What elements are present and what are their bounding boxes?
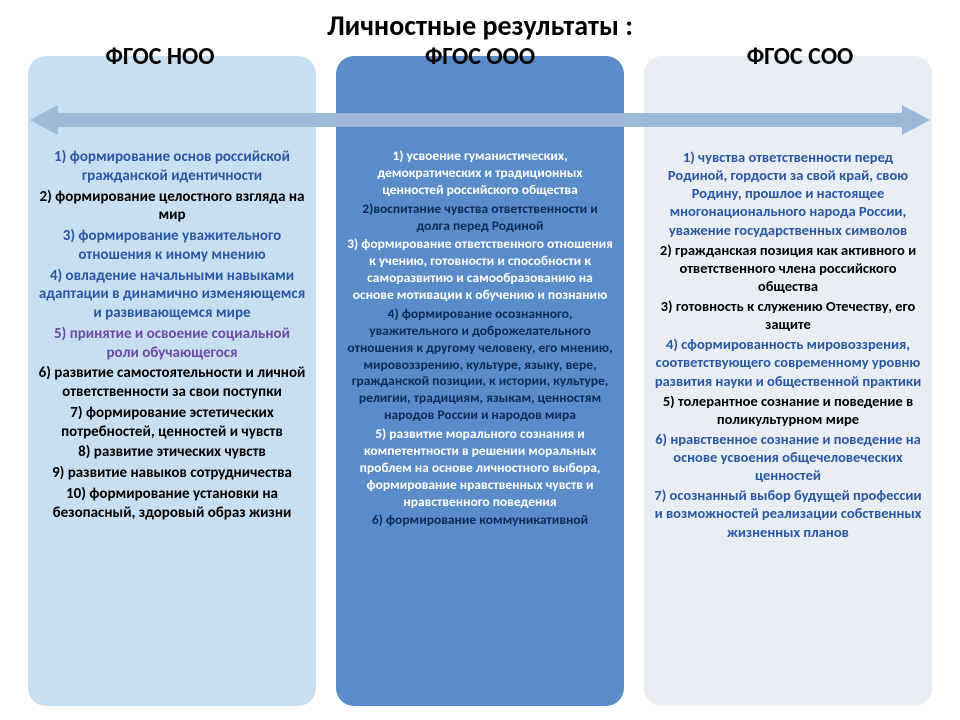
column-soo: 1) чувства ответственности перед Родиной… (644, 56, 932, 706)
header-ooo: ФГОС ООО (320, 44, 640, 70)
list-item: 1) усвоение гуманистических, демократиче… (346, 148, 614, 199)
list-item: 8) развитие этических чувств (38, 443, 306, 462)
list-item: 4) овладение начальными навыками адаптац… (38, 267, 306, 323)
list-item: 5) развитие морального сознания и компет… (346, 426, 614, 510)
list-item: 4) сформированность мировоззрения, соотв… (654, 335, 922, 389)
list-item: 6) развитие самостоятельности и личной о… (38, 364, 306, 402)
list-item: 7) формирование эстетических потребносте… (38, 404, 306, 442)
header-soo: ФГОС СОО (640, 44, 960, 70)
list-item: 4) формирование осознанного, уважительно… (346, 306, 614, 424)
list-item: 7) осознанный выбор будущей профессии и … (654, 486, 922, 540)
list-item: 1) формирование основ российской граждан… (38, 148, 306, 186)
list-item: 6) формирование коммуникативной (346, 512, 614, 529)
list-item: 5) принятие и освоение социальной роли о… (38, 325, 306, 363)
list-item: 3) формирование ответственного отношения… (346, 236, 614, 304)
column-headers: ФГОС НОО ФГОС ООО ФГОС СОО (0, 44, 960, 70)
list-item: 2)воспитание чувства ответственности и д… (346, 201, 614, 235)
double-arrow-icon (30, 105, 930, 135)
list-item: 3) готовность к служению Отечеству, его … (654, 297, 922, 333)
list-item: 9) развитие навыков сотрудничества (38, 464, 306, 483)
columns-container: 1) формирование основ российской граждан… (28, 56, 932, 706)
column-noo: 1) формирование основ российской граждан… (28, 56, 316, 706)
page-title: Личностные результаты : (0, 0, 960, 43)
list-item: 2) гражданская позиция как активного и о… (654, 241, 922, 295)
list-item: 1) чувства ответственности перед Родиной… (654, 148, 922, 239)
header-noo: ФГОС НОО (0, 44, 320, 70)
column-ooo: 1) усвоение гуманистических, демократиче… (336, 56, 624, 706)
list-item: 10) формирование установки на безопасный… (38, 485, 306, 523)
list-item: 6) нравственное сознание и поведение на … (654, 430, 922, 484)
list-item: 3) формирование уважительного отношения … (38, 227, 306, 265)
list-item: 5) толерантное сознание и поведение в по… (654, 392, 922, 428)
list-item: 2) формирование целостного взгляда на ми… (38, 188, 306, 226)
